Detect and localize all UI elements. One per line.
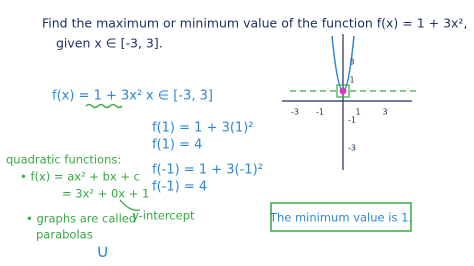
minimum-point bbox=[339, 87, 347, 95]
note: • graphs are called bbox=[26, 212, 136, 226]
header-line: Find the maximum or minimum value of the… bbox=[42, 16, 467, 31]
y-label: 1 bbox=[349, 76, 354, 85]
header-line: given x ∈ [-3, 3]. bbox=[56, 36, 163, 51]
y-label: -3 bbox=[348, 144, 356, 153]
x-label: 3 bbox=[382, 108, 387, 117]
note: quadratic functions: bbox=[6, 153, 121, 167]
step: f(1) = 1 + 3(1)² bbox=[152, 121, 253, 136]
note: • f(x) = ax² + bx + c bbox=[20, 170, 140, 184]
x-label: -1 bbox=[316, 108, 324, 117]
note: = 3x² + 0x + 1 bbox=[62, 187, 149, 201]
domain: x ∈ [-3, 3] bbox=[146, 89, 213, 104]
answer-box bbox=[270, 202, 412, 232]
highlight bbox=[336, 84, 350, 98]
step: f(-1) = 4 bbox=[152, 180, 207, 195]
y-label: 3 bbox=[349, 58, 354, 67]
note: y-intercept bbox=[132, 209, 195, 223]
function: f(x) = 1 + 3x² bbox=[52, 89, 142, 104]
shape: ∪ bbox=[96, 241, 109, 262]
y-label: -1 bbox=[348, 116, 356, 125]
answer: The minimum value is 1. bbox=[269, 211, 412, 225]
underline bbox=[85, 103, 123, 109]
x-label: -3 bbox=[291, 108, 299, 117]
note: parabolas bbox=[36, 228, 93, 242]
arrow bbox=[119, 199, 141, 211]
step: f(1) = 4 bbox=[152, 138, 202, 153]
graph: -3 -1 1 3 3 1 -1 -3 bbox=[282, 34, 420, 170]
x-label: 1 bbox=[355, 108, 360, 117]
step: f(-1) = 1 + 3(-1)² bbox=[152, 163, 263, 178]
